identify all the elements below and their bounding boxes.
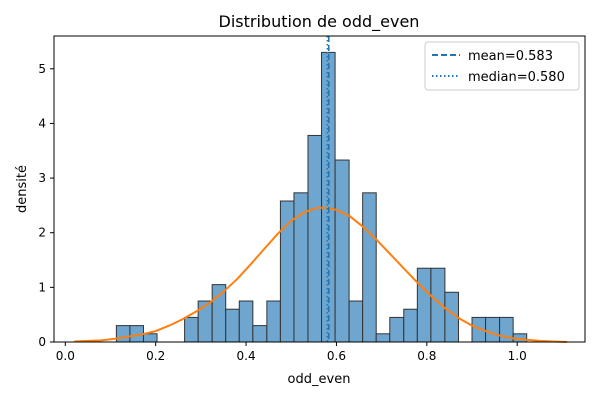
plot-frame <box>53 35 586 343</box>
kde-layer <box>74 206 567 343</box>
x-tick-label: 0.8 <box>417 349 436 363</box>
legend-box <box>424 41 580 91</box>
histogram-bars <box>115 51 528 343</box>
histogram-bar-3 <box>142 333 158 343</box>
histogram-bar-1 <box>115 325 131 343</box>
x-axis: 0.0 0.2 0.4 0.6 0.8 1.0 <box>56 342 527 363</box>
kde-curve <box>74 206 567 343</box>
histogram-bar-8 <box>211 284 227 343</box>
x-tick-label: 0.4 <box>237 349 256 363</box>
legend-mean-label: mean=0.583 <box>468 49 553 64</box>
y-tick-label: 3 <box>38 171 46 185</box>
x-tick-label: 0.0 <box>56 349 75 363</box>
x-tick-label: 0.6 <box>327 349 346 363</box>
histogram-bar-20 <box>375 333 391 343</box>
x-axis-label: odd_even <box>288 372 351 387</box>
x-tick-label: 1.0 <box>508 349 527 363</box>
y-tick-label: 5 <box>38 62 46 76</box>
y-axis: 0 1 2 3 4 5 <box>38 62 54 349</box>
histogram-bar-12 <box>266 300 281 343</box>
reference-lines <box>326 36 330 342</box>
histogram-bar-22 <box>403 308 418 343</box>
histogram-bar-19 <box>362 192 377 343</box>
histogram-bar-9 <box>225 308 240 343</box>
histogram-bar-6 <box>184 316 199 343</box>
histogram-bar-23 <box>416 267 432 343</box>
histogram-bar-28 <box>485 316 501 343</box>
legend: mean=0.583 median=0.580 <box>424 41 580 91</box>
y-tick-label: 2 <box>38 226 46 240</box>
histogram-bar-21 <box>389 316 405 343</box>
histogram-bar-18 <box>348 300 364 343</box>
y-tick-label: 4 <box>38 116 46 130</box>
histogram-bar-13 <box>279 200 295 343</box>
y-tick-label: 0 <box>38 335 46 349</box>
histogram-bar-15 <box>307 134 323 343</box>
chart-title: Distribution de odd_even <box>219 12 420 32</box>
histogram-bar-17 <box>334 159 350 343</box>
histogram-bar-11 <box>252 325 268 343</box>
y-axis-label: densité <box>15 165 30 213</box>
x-tick-label: 0.2 <box>146 349 165 363</box>
legend-median-label: median=0.580 <box>468 70 565 85</box>
histogram-bar-7 <box>197 300 213 343</box>
histogram-bar-10 <box>238 300 254 343</box>
y-tick-label: 1 <box>38 280 46 294</box>
